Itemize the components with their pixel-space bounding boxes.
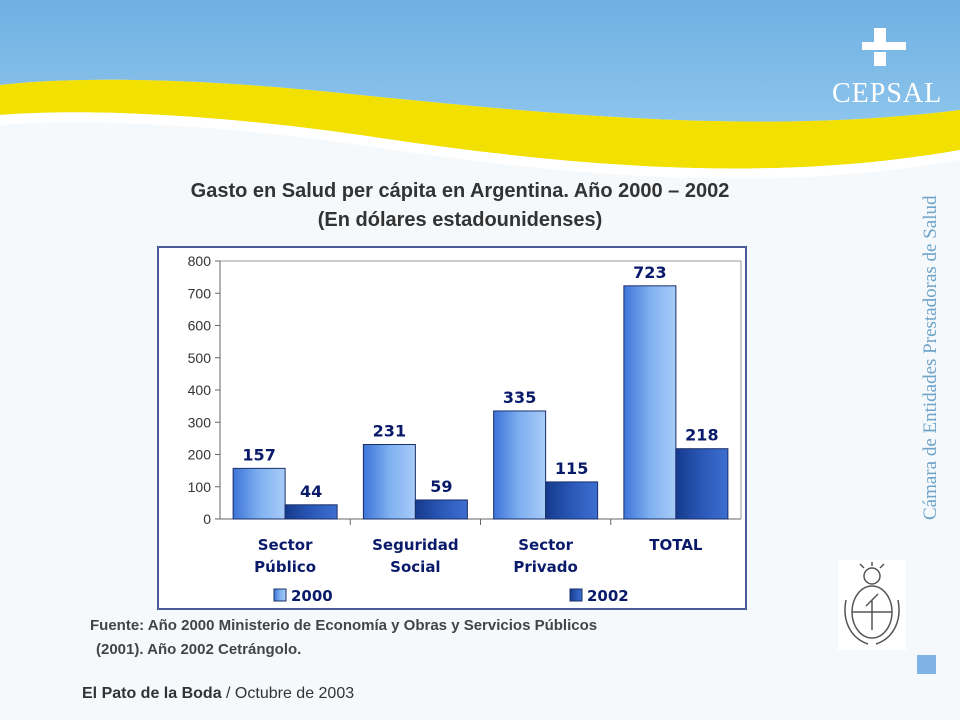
bar-value-label: 59	[430, 477, 452, 496]
legend-label: 2002	[587, 587, 629, 605]
bar-2000	[623, 285, 677, 520]
bar-value-label: 231	[373, 422, 406, 441]
argentina-coat-of-arms-icon	[838, 560, 906, 650]
bar-2002	[414, 499, 468, 520]
y-tick-label: 200	[188, 447, 212, 463]
y-tick-label: 600	[188, 318, 212, 334]
bar-value-label: 44	[300, 482, 322, 501]
cepsal-cross-icon	[862, 28, 906, 66]
bar-value-label: 157	[242, 445, 275, 464]
x-category-label: TOTAL	[649, 536, 703, 554]
bar-2000	[232, 467, 286, 520]
bar-value-label: 335	[503, 388, 536, 407]
x-category-label: Social	[390, 558, 440, 576]
x-category-label: Privado	[513, 558, 577, 576]
x-category-label: Sector	[258, 536, 313, 554]
source-note-line1: Fuente: Año 2000 Ministerio de Economía …	[90, 617, 598, 634]
chart-title: Gasto en Salud per cápita en Argentina. …	[190, 180, 730, 202]
y-tick-label: 400	[188, 382, 212, 398]
bar-2000	[362, 444, 416, 520]
x-category-label: Sector	[518, 536, 573, 554]
bar-value-label: 723	[633, 263, 666, 282]
y-tick-label: 700	[188, 285, 212, 301]
x-category-label: Público	[254, 558, 316, 576]
y-tick-label: 0	[203, 511, 211, 527]
bar-2000	[493, 410, 547, 520]
y-tick-label: 300	[188, 414, 212, 430]
x-category-label: Seguridad	[372, 536, 459, 554]
bar-2002	[545, 481, 599, 520]
legend-swatch-2000	[273, 588, 287, 602]
footer-date: / Octubre de 2003	[221, 685, 355, 702]
legend-swatch-2002	[569, 588, 583, 602]
footer-title: El Pato de la Boda	[82, 685, 222, 702]
chart-subtitle: (En dólares estadounidenses)	[317, 209, 603, 231]
decorative-square	[917, 655, 936, 674]
y-tick-label: 500	[188, 350, 212, 366]
bar-value-label: 115	[555, 459, 588, 478]
cepsal-logo-text: CEPSAL	[832, 78, 943, 109]
bar-2002	[284, 504, 338, 520]
organization-vertical-label: Cámara de Entidades Prestadoras de Salud	[920, 195, 941, 520]
footer: El Pato de la Boda / Octubre de 2003	[82, 685, 354, 703]
y-tick-label: 100	[188, 479, 212, 495]
bar-2002	[675, 448, 729, 520]
header-yellow-band	[0, 79, 960, 169]
y-tick-label: 800	[188, 253, 212, 269]
source-note-line2: (2001). Año 2002 Cetrángolo.	[96, 641, 302, 658]
legend-label: 2000	[291, 587, 333, 605]
bar-chart: 0 100 200 300 400 500 600 700 800 157 44 Sector Públ…	[188, 253, 742, 605]
header-blue-wave	[0, 0, 960, 122]
bar-value-label: 218	[685, 426, 718, 445]
